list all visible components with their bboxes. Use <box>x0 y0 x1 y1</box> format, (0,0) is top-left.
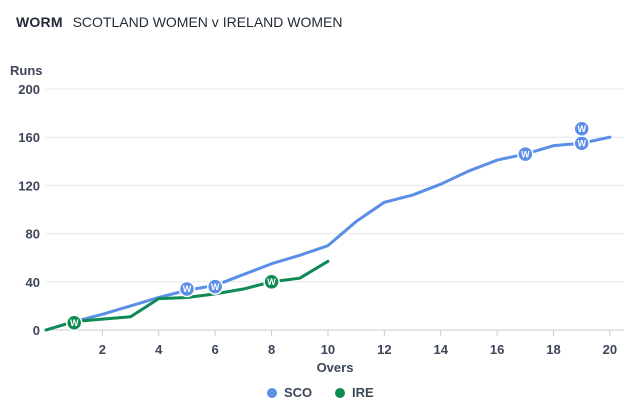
series-line-sco <box>44 135 612 332</box>
x-tick-label-20: 20 <box>603 342 617 357</box>
wicket-marker-sco-1 <box>206 278 224 295</box>
y-tick-label-0: 0 <box>33 323 40 338</box>
chart-header: WORM SCOTLAND WOMEN v IRELAND WOMEN <box>16 14 342 30</box>
y-tick-label-120: 120 <box>18 178 40 193</box>
wicket-label-sco-2: W <box>521 149 530 159</box>
wicket-marker-sco-0 <box>178 280 196 298</box>
x-tick-label-16: 16 <box>490 342 504 357</box>
x-tick-label-8: 8 <box>268 342 275 357</box>
legend-label-ire: IRE <box>352 385 374 400</box>
legend-label-sco: SCO <box>284 385 312 400</box>
legend-swatch-sco <box>267 388 277 398</box>
y-tick-label-200: 200 <box>18 82 40 97</box>
series-line-ire <box>44 259 330 332</box>
x-tick-label-10: 10 <box>321 342 335 357</box>
wicket-label-ire-0: W <box>70 318 79 328</box>
x-tick-label-4: 4 <box>155 342 163 357</box>
match-title: SCOTLAND WOMEN v IRELAND WOMEN <box>72 14 343 30</box>
y-axis-title: Runs <box>10 63 43 78</box>
wicket-label-sco-4: W <box>577 124 586 134</box>
wicket-marker-sco-4 <box>573 120 590 138</box>
x-tick-label-18: 18 <box>546 342 560 357</box>
wicket-label-ire-1: W <box>267 277 276 287</box>
wicket-label-sco-1: W <box>211 282 220 292</box>
wicket-label-sco-3: W <box>577 138 586 148</box>
wicket-marker-ire-1 <box>263 273 280 291</box>
wicket-label-sco-0: W <box>183 284 192 294</box>
x-axis-title: Overs <box>317 360 354 375</box>
x-tick-label-2: 2 <box>99 342 106 357</box>
x-tick-label-14: 14 <box>433 342 448 357</box>
legend-swatch-ire <box>335 388 345 398</box>
chart-tag: WORM <box>16 14 63 30</box>
wicket-marker-sco-2 <box>517 145 534 163</box>
y-tick-label-80: 80 <box>26 227 40 242</box>
x-tick-label-12: 12 <box>377 342 391 357</box>
y-tick-label-40: 40 <box>26 275 40 290</box>
x-tick-label-6: 6 <box>212 342 219 357</box>
y-tick-label-160: 160 <box>18 130 40 145</box>
wicket-marker-ire-0 <box>65 314 83 332</box>
